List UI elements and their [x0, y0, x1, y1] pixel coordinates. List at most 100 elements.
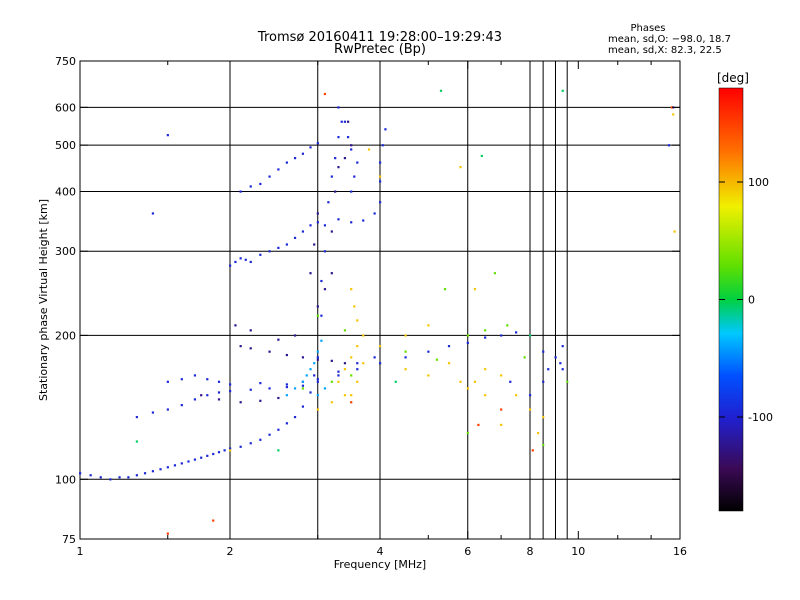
data-point [356, 161, 359, 164]
data-point [343, 368, 347, 371]
data-point [379, 201, 382, 204]
data-point [166, 408, 169, 411]
data-point [337, 106, 340, 109]
data-point [320, 314, 323, 317]
data-point [346, 120, 350, 123]
data-point [249, 260, 252, 264]
data-point [529, 408, 532, 411]
data-point [193, 374, 197, 377]
x-tick-label: 1 [77, 545, 84, 558]
data-point [79, 472, 82, 475]
data-point [334, 190, 337, 193]
data-point [466, 341, 469, 344]
data-point [477, 423, 480, 427]
data-point [180, 378, 183, 381]
y-tick-label: 100 [55, 473, 76, 486]
data-point [285, 385, 288, 389]
data-point [484, 394, 487, 397]
data-point [313, 362, 316, 365]
data-point [362, 219, 365, 222]
data-point [313, 374, 316, 377]
data-point [443, 288, 447, 291]
data-point [330, 401, 333, 404]
axes: 1 2 4 6 8 10 16 75 100 200 300 400 500 600 750 [55, 55, 687, 558]
data-point [309, 272, 312, 275]
data-point [259, 253, 262, 256]
data-point [293, 236, 297, 240]
data-point [459, 166, 462, 169]
data-point [313, 243, 316, 246]
data-point [536, 431, 540, 435]
data-point [320, 339, 323, 342]
data-point [337, 218, 340, 221]
data-point [459, 380, 462, 383]
data-point [135, 474, 138, 477]
data-point [249, 185, 252, 188]
data-point [670, 106, 673, 109]
data-point [249, 329, 252, 332]
data-point [542, 415, 545, 419]
data-point [285, 243, 288, 246]
data-point [239, 190, 242, 193]
data-point [301, 230, 305, 233]
data-point [309, 224, 312, 227]
colorbar-ticks: 100 0 -100 [719, 176, 773, 424]
data-point [249, 347, 252, 350]
data-point [166, 134, 169, 137]
data-point [223, 449, 226, 452]
data-point [316, 221, 319, 224]
data-point [301, 380, 305, 383]
data-point [229, 264, 232, 267]
y-tick-label: 600 [55, 101, 76, 114]
data-point [330, 380, 333, 383]
data-point [667, 144, 671, 147]
data-point [367, 148, 371, 151]
data-point [316, 356, 319, 359]
data-point [350, 394, 353, 397]
data-point [277, 396, 280, 400]
data-point [193, 458, 197, 461]
data-point [301, 152, 305, 155]
data-point [268, 350, 271, 353]
colorbar-tick-label: -100 [748, 411, 773, 424]
data-point [285, 353, 288, 357]
data-point [356, 380, 359, 383]
data-point [309, 391, 312, 394]
y-tick-label: 400 [55, 185, 76, 198]
x-tick-label: 16 [673, 545, 687, 558]
x-axis-label: Frequency [MHz] [334, 558, 426, 571]
data-point [435, 358, 438, 361]
data-point [277, 449, 280, 452]
data-point [166, 466, 169, 469]
data-point [466, 431, 469, 435]
data-point [316, 358, 319, 361]
data-point [239, 445, 242, 448]
data-point [118, 476, 121, 479]
stats-heading: Phases [630, 23, 665, 34]
data-point [337, 166, 340, 169]
data-point [484, 336, 487, 339]
y-tick-label: 75 [62, 533, 76, 546]
data-point [316, 380, 319, 383]
data-point [259, 182, 262, 186]
data-point [343, 394, 347, 397]
data-point [350, 374, 353, 377]
data-point [309, 146, 312, 149]
data-point [166, 380, 169, 383]
data-point [337, 380, 340, 383]
data-point [559, 362, 562, 365]
data-point [353, 175, 356, 178]
data-point [293, 387, 297, 390]
data-point [350, 401, 353, 404]
data-point [323, 288, 327, 291]
data-point [320, 279, 323, 283]
y-tick-label: 750 [55, 55, 76, 68]
data-point [249, 388, 252, 391]
data-point [384, 128, 387, 131]
data-points [79, 89, 676, 535]
chart-subtitle: RwPretec (Bp) [334, 42, 426, 57]
data-point [229, 383, 232, 386]
data-point [509, 380, 512, 383]
data-point [151, 470, 155, 473]
data-point [379, 362, 382, 365]
